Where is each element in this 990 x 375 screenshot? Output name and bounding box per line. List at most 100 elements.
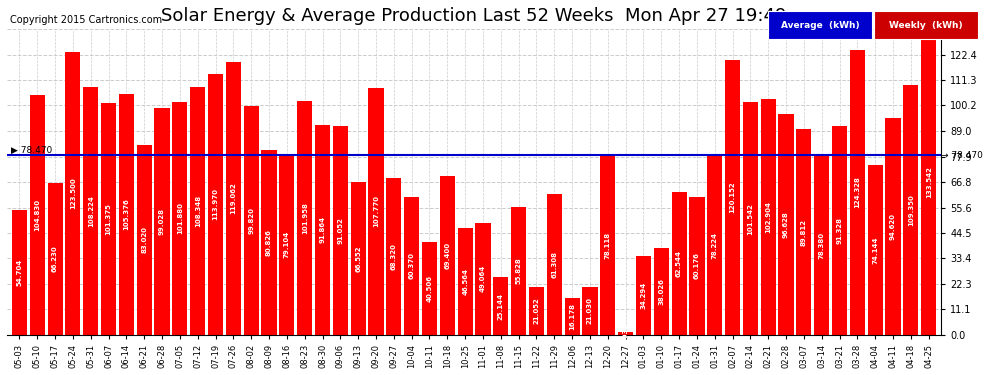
Text: 74.144: 74.144 <box>872 236 878 264</box>
Text: 69.400: 69.400 <box>445 242 450 269</box>
Bar <box>725 60 741 335</box>
Bar <box>404 196 419 335</box>
Bar <box>190 87 205 335</box>
Text: 99.820: 99.820 <box>248 207 254 234</box>
Text: 62.544: 62.544 <box>676 250 682 277</box>
Text: 66.230: 66.230 <box>52 246 58 272</box>
Bar <box>742 102 758 335</box>
Text: Weekly  (kWh): Weekly (kWh) <box>889 21 963 30</box>
Text: 78.224: 78.224 <box>712 232 718 259</box>
Bar <box>137 145 151 335</box>
Text: 113.970: 113.970 <box>213 188 219 220</box>
Bar <box>333 126 347 335</box>
Bar <box>778 114 794 335</box>
Bar <box>903 84 919 335</box>
Text: 60.370: 60.370 <box>409 252 415 279</box>
Bar <box>154 108 169 335</box>
Bar <box>261 150 276 335</box>
Bar <box>475 222 491 335</box>
Text: 21.052: 21.052 <box>534 297 540 324</box>
Text: 1.030: 1.030 <box>623 322 629 345</box>
Bar <box>350 183 365 335</box>
Bar <box>208 74 223 335</box>
Text: 46.564: 46.564 <box>462 268 468 295</box>
Bar <box>12 210 27 335</box>
Bar <box>65 52 80 335</box>
Text: 101.375: 101.375 <box>106 203 112 235</box>
Text: 54.704: 54.704 <box>17 258 23 286</box>
Text: 89.812: 89.812 <box>801 219 807 246</box>
Text: 40.506: 40.506 <box>427 275 433 302</box>
Text: 91.864: 91.864 <box>320 216 326 243</box>
Bar <box>440 176 454 335</box>
Bar <box>796 129 812 335</box>
Text: 91.052: 91.052 <box>338 217 344 244</box>
Bar <box>600 156 616 335</box>
Text: 108.348: 108.348 <box>195 195 201 227</box>
Text: 79.104: 79.104 <box>284 231 290 258</box>
Text: 119.062: 119.062 <box>231 183 237 214</box>
Bar <box>511 207 527 335</box>
Bar <box>279 154 294 335</box>
Bar <box>921 29 937 335</box>
Text: → 78.470: → 78.470 <box>941 151 983 160</box>
Bar <box>226 62 241 335</box>
Text: 66.552: 66.552 <box>355 245 361 272</box>
Bar <box>689 197 705 335</box>
Bar <box>172 102 187 335</box>
Bar <box>760 99 776 335</box>
Text: Average  (kWh): Average (kWh) <box>781 21 859 30</box>
Text: 60.176: 60.176 <box>694 252 700 279</box>
Bar <box>315 124 330 335</box>
Bar <box>707 156 723 335</box>
Text: 78.118: 78.118 <box>605 232 611 259</box>
Text: 101.958: 101.958 <box>302 202 308 234</box>
Bar <box>422 242 437 335</box>
Bar <box>564 298 580 335</box>
Bar <box>529 286 545 335</box>
Text: 99.028: 99.028 <box>159 208 165 235</box>
Bar <box>368 88 383 335</box>
Bar <box>849 50 865 335</box>
Text: 91.328: 91.328 <box>837 217 842 244</box>
Bar <box>867 165 883 335</box>
Bar <box>618 332 634 335</box>
Text: 124.328: 124.328 <box>854 177 860 209</box>
Text: 101.880: 101.880 <box>177 202 183 234</box>
Bar <box>653 248 669 335</box>
Bar <box>101 103 116 335</box>
Text: 102.904: 102.904 <box>765 201 771 233</box>
Bar <box>636 256 651 335</box>
Bar <box>119 94 134 335</box>
Text: 68.320: 68.320 <box>391 243 397 270</box>
Text: 80.826: 80.826 <box>266 229 272 256</box>
Text: 108.224: 108.224 <box>88 195 94 227</box>
Bar <box>493 277 509 335</box>
Bar <box>297 102 312 335</box>
Bar <box>582 286 598 335</box>
Text: Copyright 2015 Cartronics.com: Copyright 2015 Cartronics.com <box>10 15 162 25</box>
Text: 94.620: 94.620 <box>890 213 896 240</box>
Text: 25.144: 25.144 <box>498 292 504 320</box>
Bar <box>457 228 473 335</box>
Text: 83.020: 83.020 <box>142 226 148 253</box>
Bar <box>832 126 847 335</box>
Bar <box>244 106 258 335</box>
Text: 120.152: 120.152 <box>730 182 736 213</box>
Text: 61.308: 61.308 <box>551 251 557 278</box>
Text: 123.500: 123.500 <box>70 178 76 209</box>
Text: 34.294: 34.294 <box>641 282 646 309</box>
Text: 16.178: 16.178 <box>569 303 575 330</box>
Text: 101.542: 101.542 <box>747 202 753 234</box>
Bar <box>885 118 901 335</box>
Bar <box>30 95 45 335</box>
Text: 104.830: 104.830 <box>35 199 41 231</box>
Text: 96.628: 96.628 <box>783 211 789 238</box>
Text: 49.064: 49.064 <box>480 265 486 292</box>
Bar <box>814 155 830 335</box>
Bar <box>546 195 562 335</box>
Text: 55.828: 55.828 <box>516 258 522 284</box>
Text: 133.542: 133.542 <box>926 166 932 198</box>
Text: ▶ 78.470: ▶ 78.470 <box>11 146 51 155</box>
Text: 107.770: 107.770 <box>373 195 379 228</box>
